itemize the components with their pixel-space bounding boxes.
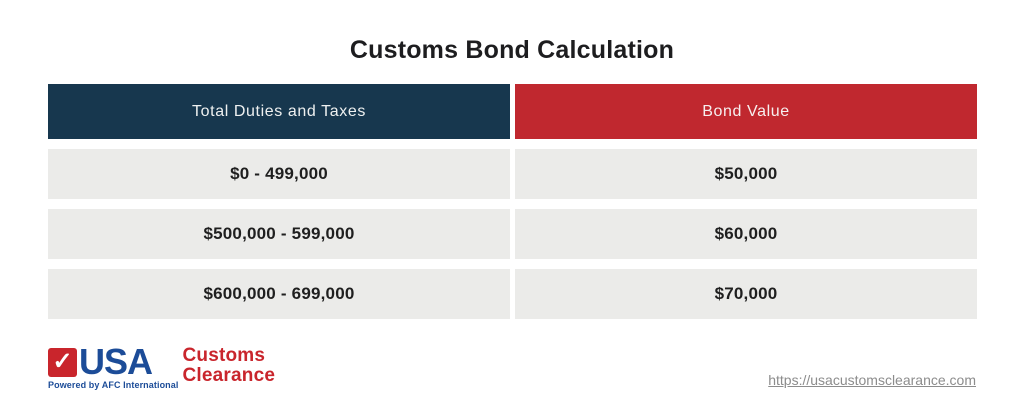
column-header-duties: Total Duties and Taxes [48,84,510,139]
logo-customs-text: Customs [182,345,266,366]
table-cell-bond-row3: $70,000 [515,269,977,319]
table-cell-duties-row2: $500,000 - 599,000 [48,209,510,259]
column-header-bond-value: Bond Value [515,84,977,139]
logo-right-block: Customs Clearance [182,346,275,386]
logo-usa-text: USA [79,341,153,382]
page-title: Customs Bond Calculation [349,36,675,64]
table-cell-bond-row1: $50,000 [515,149,977,199]
logo-clearance-text: Clearance [182,364,276,386]
website-link[interactable]: https://usacustomsclearance.com [768,372,976,388]
checkmark-glyph: ✓ [52,348,73,376]
usa-customs-clearance-logo: ✓ USA Powered by AFC International Custo… [48,341,275,391]
logo-tagline: Powered by AFC International [48,380,179,391]
bond-calculation-table: Total Duties and Taxes Bond Value $0 - 4… [48,84,977,319]
table-cell-duties-row1: $0 - 499,000 [48,149,510,199]
table-cell-bond-row2: $60,000 [515,209,977,259]
table-cell-duties-row3: $600,000 - 699,000 [48,269,510,319]
checkmark-icon: ✓ [48,347,77,377]
logo-left-block: ✓ USA Powered by AFC International [48,341,179,391]
